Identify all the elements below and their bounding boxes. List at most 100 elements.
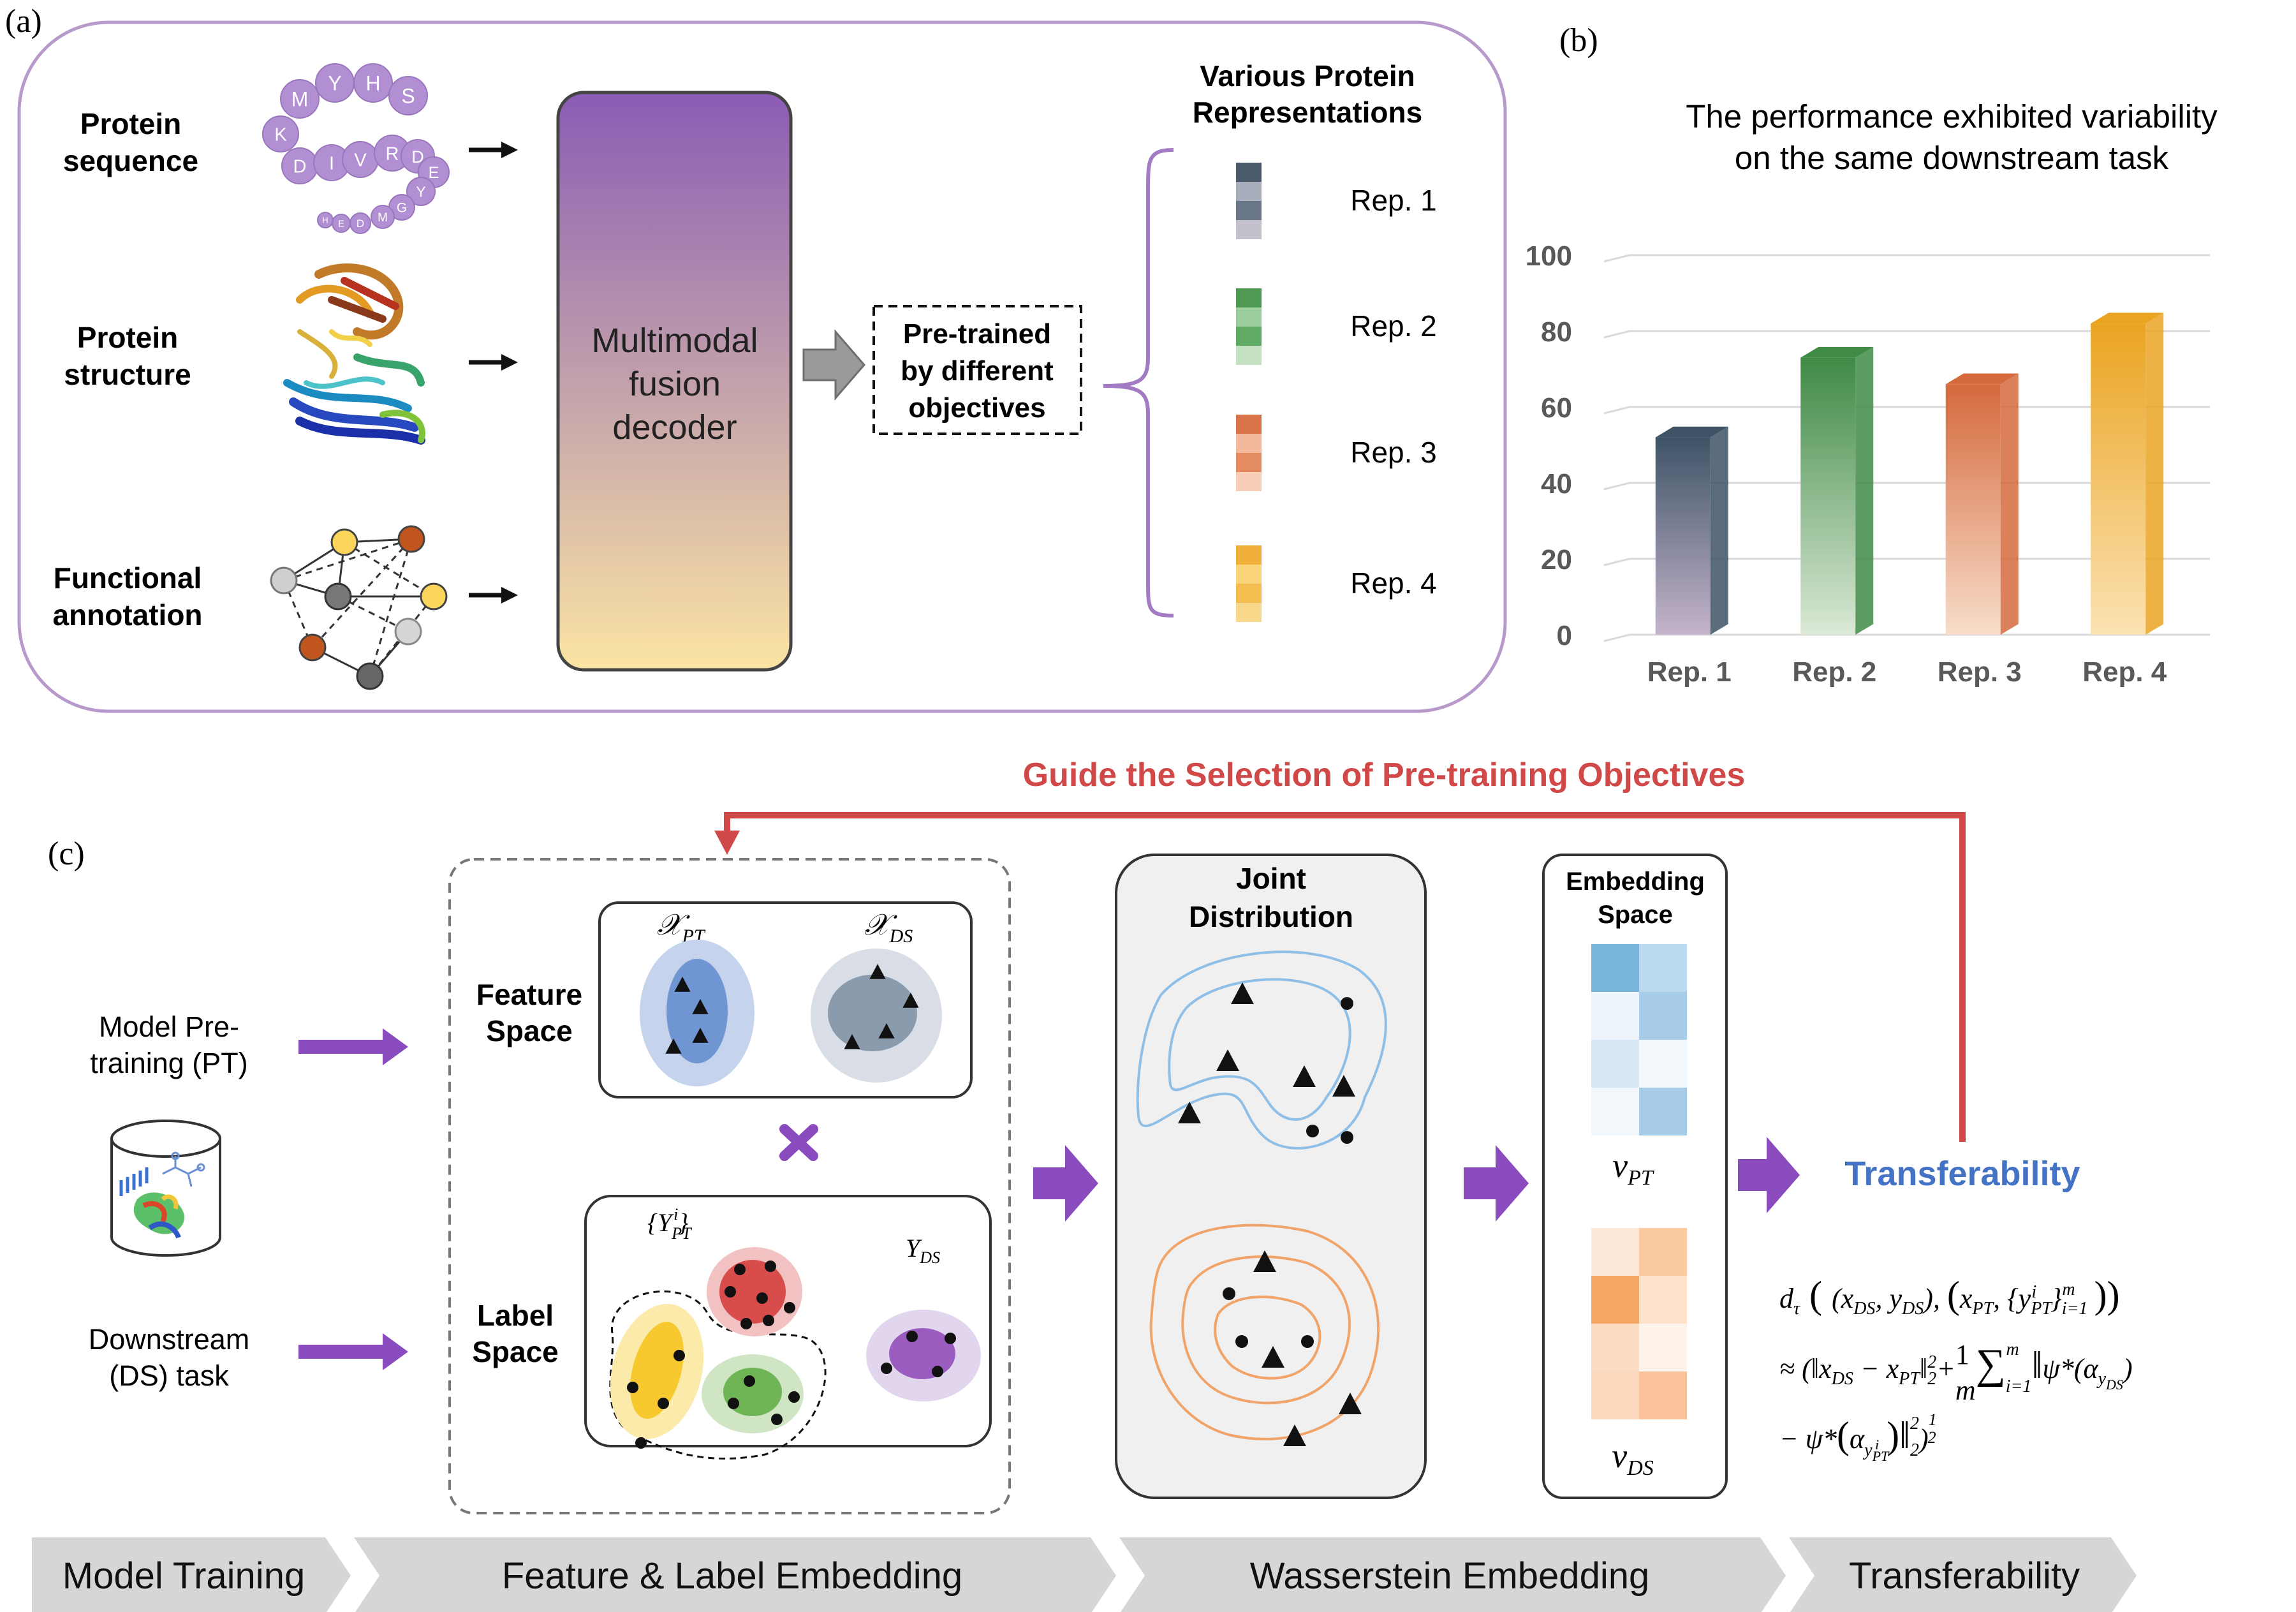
x-tick-label: Rep. 4: [2082, 656, 2167, 688]
input-labels: Protein sequence Protein structure Funct…: [52, 107, 202, 632]
bar-side: [1855, 346, 1874, 635]
database-icon: [110, 1120, 221, 1257]
label-dots: [627, 1261, 956, 1449]
guide-selection-text: Guide the Selection of Pre-training Obje…: [1023, 757, 1746, 794]
annotation-network-icon: [270, 525, 448, 690]
sequence-bead: [406, 177, 436, 206]
reps-title-line2: Representations: [1193, 96, 1422, 129]
bar-front: [1945, 384, 2001, 635]
label-dot: [734, 1264, 746, 1275]
v-ds-symbol: vDS: [1612, 1437, 1654, 1480]
joint-triangle: [1216, 1049, 1239, 1071]
chart-title: The performance exhibited variability on…: [1686, 98, 2218, 176]
sequence-bead: [280, 79, 320, 119]
feature-space-line1: Feature: [476, 978, 582, 1011]
svg-text:≈ (‖xDS − xPT‖22+1m∑i=1m‖ψ*(αy: ≈ (‖xDS − xPT‖22+1 m∑i=1m ‖ψ*(αyDS): [1779, 1339, 2133, 1406]
joint-dot: [1341, 997, 1353, 1010]
sequence-letter: G: [397, 201, 407, 216]
label-dot: [906, 1331, 918, 1342]
svg-text:dτ ( (xDS, yDS), (xPT, {yPTi}i: dτ ( (xDS, yDS), (xPT, {yPTi}i=1m)): [1779, 1274, 2120, 1319]
embedding-pt-grid: [1591, 944, 1687, 1135]
embedding-line2: Space: [1598, 901, 1673, 929]
rep-1-strip: [1236, 163, 1262, 239]
joint-dot: [1306, 1125, 1319, 1137]
label-dot: [673, 1350, 685, 1361]
sequence-bead: [371, 205, 395, 229]
transferability-label: Transferability: [1844, 1155, 2080, 1193]
sequence-letter: Y: [416, 183, 425, 200]
pretrained-line3: objectives: [908, 392, 1045, 424]
joint-dot: [1223, 1287, 1235, 1300]
y-pt-symbol: {YPTi}: [647, 1205, 692, 1243]
pretrained-label: Pre-trained by different objectives: [901, 318, 1054, 424]
y-tick-label: 100: [1526, 240, 1572, 272]
multimodal-decoder-box: [556, 91, 793, 672]
cross-product-icon: [779, 1124, 818, 1161]
sequence-letter: M: [378, 211, 388, 225]
bar-top: [1655, 426, 1728, 438]
input-structure-line2: structure: [64, 358, 191, 391]
y-tick-label: 60: [1541, 392, 1572, 424]
label-dot: [728, 1398, 739, 1409]
guide-feedback-arrow: [714, 812, 1966, 1142]
sequence-bead: [317, 212, 334, 228]
input-purple-arrows: [298, 1028, 408, 1370]
joint-triangle: [1339, 1393, 1362, 1414]
label-dot: [725, 1286, 736, 1298]
label-space-line2: Space: [472, 1335, 559, 1368]
input-arrows: [469, 142, 518, 603]
protein-structure-icon: [283, 263, 425, 445]
rep-label-3: Rep. 3: [1350, 436, 1437, 469]
joint-triangle: [1293, 1065, 1316, 1087]
decoder-label: Multimodal fusion decoder: [591, 322, 758, 447]
panel-c-label: (c): [48, 836, 85, 872]
x-tick-label: Rep. 3: [1938, 656, 2022, 688]
panel-b-label: (b): [1559, 22, 1598, 59]
decoder-line3: decoder: [612, 408, 737, 447]
decoder-line1: Multimodal: [591, 322, 758, 360]
joint-line1: Joint: [1236, 862, 1306, 895]
label-dot: [658, 1398, 669, 1409]
input-structure-line1: Protein: [77, 321, 178, 354]
rep-label-2: Rep. 2: [1350, 309, 1437, 343]
rep-label-4: Rep. 4: [1350, 566, 1437, 600]
label-dot: [788, 1391, 800, 1403]
x-tick-label: Rep. 1: [1647, 656, 1732, 688]
label-dot: [744, 1375, 755, 1387]
label-dot: [945, 1333, 956, 1344]
stage-feature-label-embedding: Feature & Label Embedding: [502, 1555, 962, 1597]
sequence-letter: E: [429, 164, 439, 182]
rep-label-1: Rep. 1: [1350, 184, 1437, 217]
embedding-space-label: Embedding Space: [1566, 868, 1705, 929]
label-space-label: Label Space: [472, 1299, 559, 1368]
bar-side: [2145, 313, 2164, 635]
feature-triangle: [902, 993, 919, 1008]
embedding-ds-grid: [1591, 1228, 1687, 1419]
label-dot: [771, 1414, 783, 1425]
stage-model-training-chevron: [32, 1537, 351, 1612]
feature-space-label: Feature Space: [476, 978, 582, 1047]
sequence-bead: [388, 76, 428, 115]
bar-side: [1710, 426, 1728, 635]
pretrained-box: [872, 305, 1082, 435]
sequence-letter: H: [322, 216, 328, 225]
label-dot: [756, 1292, 768, 1304]
label-dot: [740, 1318, 752, 1329]
pt-label-line1: Model Pre-: [99, 1010, 239, 1043]
bar-front: [1655, 437, 1711, 635]
chart-bars: [1655, 313, 2164, 635]
chart-y-ticks: 0 20 40 60 80 100: [1526, 240, 1572, 651]
stage-feature-label-chevron: [354, 1537, 1116, 1612]
feature-triangle: [665, 1039, 682, 1054]
label-clusters: [609, 1247, 981, 1460]
feature-triangle: [674, 977, 691, 992]
rep-labels: Rep. 1 Rep. 2 Rep. 3 Rep. 4: [1350, 184, 1437, 600]
chart-gridline: [1603, 254, 2210, 263]
chart-grid: [1603, 254, 2210, 642]
chart-title-line1: The performance exhibited variability: [1686, 98, 2218, 135]
source-labels: Model Pre- training (PT) Downstream (DS)…: [89, 1010, 250, 1392]
sequence-letter: K: [274, 125, 287, 145]
sequence-letter: E: [338, 218, 344, 229]
rep-3-strip: [1236, 415, 1262, 491]
